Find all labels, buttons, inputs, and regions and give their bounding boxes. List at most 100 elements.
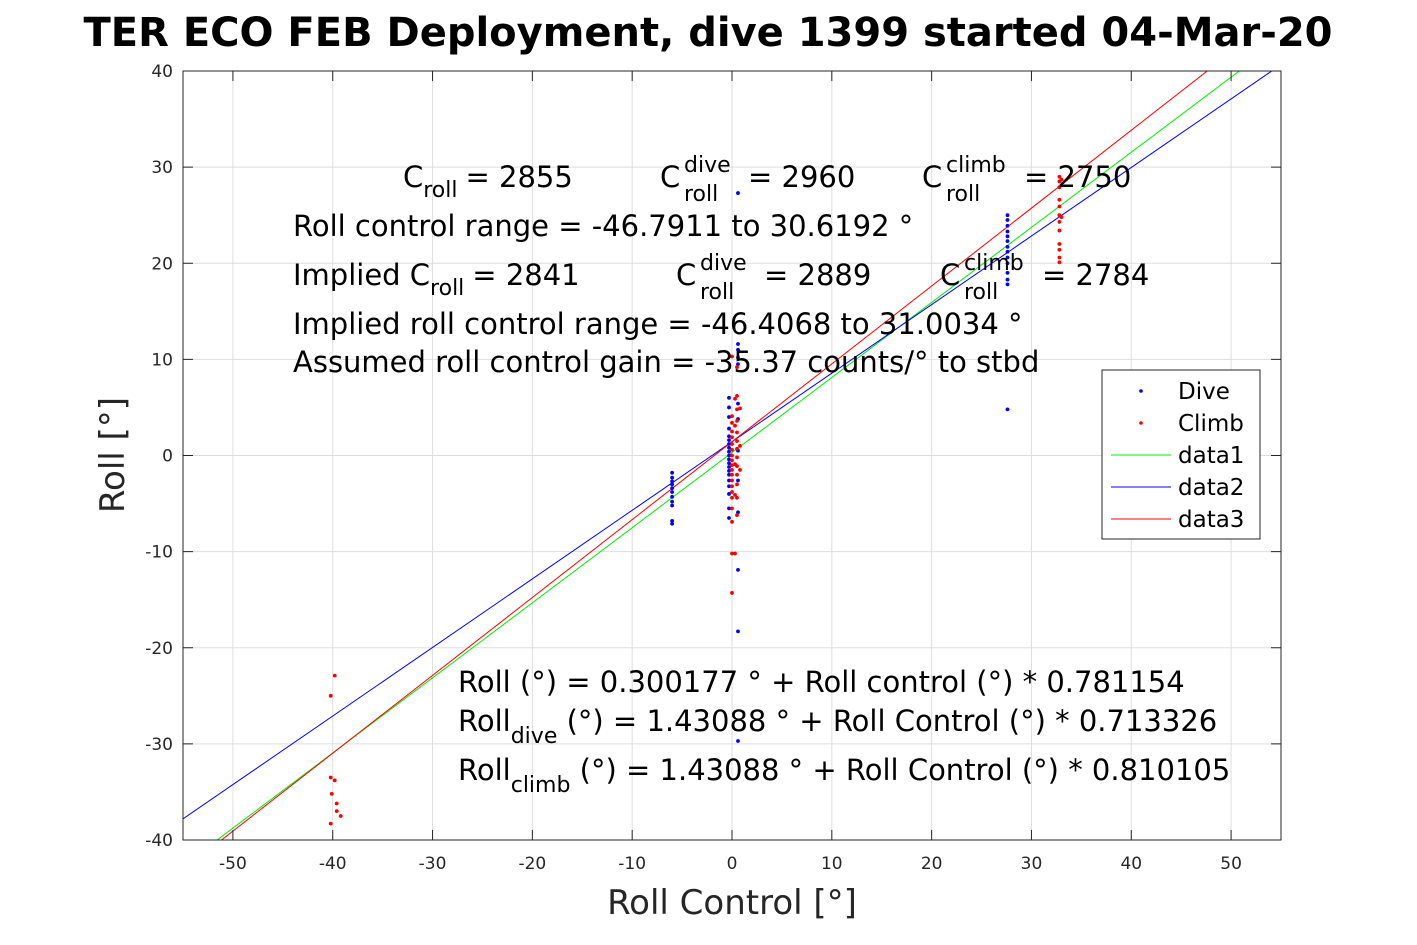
point-climb	[1057, 204, 1062, 209]
legend-label-data1: data1	[1178, 443, 1244, 469]
point-climb	[730, 472, 734, 477]
x-tick-label: -20	[518, 854, 546, 874]
point-climb	[735, 513, 739, 517]
point-dive	[727, 516, 731, 520]
point-dive	[736, 191, 740, 195]
point-climb	[1057, 174, 1062, 179]
point-dive	[727, 449, 731, 454]
annotation-c-dive-value: = 2960	[748, 160, 855, 194]
point-dive	[736, 739, 740, 743]
annotation-implied-c-dive-sup: dive	[700, 251, 747, 276]
point-dive	[736, 362, 740, 367]
point-climb	[735, 495, 739, 500]
point-climb	[730, 435, 734, 440]
y-tick-label: -10	[145, 543, 173, 563]
point-climb	[733, 423, 737, 428]
point-dive	[727, 506, 731, 511]
point-climb	[730, 495, 734, 500]
legend-label-dive: Dive	[1178, 379, 1230, 405]
axis-ticks: -50 -40 -30 -20 -10 0 10 20 30 40 50 -40 -30 -20 -10 0 1…	[145, 62, 1281, 874]
point-climb	[733, 551, 737, 556]
point-dive	[727, 415, 731, 419]
legend-label-data3: data3	[1178, 507, 1244, 533]
point-climb	[735, 472, 739, 477]
point-climb	[329, 791, 334, 796]
annotation-c-climb-sup: climb	[946, 153, 1006, 178]
point-climb	[735, 430, 739, 435]
point-climb	[733, 493, 737, 497]
annotation-roll-range: Roll control range = -46.7911 to 30.6192…	[293, 209, 913, 243]
point-dive	[670, 518, 675, 523]
point-dive	[727, 438, 731, 443]
point-climb	[328, 775, 333, 780]
point-dive	[736, 567, 740, 572]
point-dive	[1005, 407, 1010, 412]
point-dive	[727, 426, 731, 431]
point-climb	[334, 809, 339, 814]
point-dive	[727, 405, 731, 410]
x-tick-label: 40	[1120, 854, 1142, 874]
point-dive	[736, 629, 740, 634]
point-dive	[1005, 277, 1010, 282]
point-climb	[733, 396, 737, 401]
legend-label-climb: Climb	[1178, 411, 1244, 437]
point-dive	[736, 342, 740, 346]
point-climb	[1057, 242, 1062, 246]
annotation-implied-range: Implied roll control range = -46.4068 to…	[293, 307, 1023, 341]
point-climb	[328, 821, 333, 826]
point-dive	[670, 486, 675, 491]
point-climb	[328, 693, 333, 698]
point-climb	[730, 506, 734, 511]
point-dive	[727, 492, 731, 496]
point-dive	[670, 521, 675, 526]
point-climb	[1057, 247, 1062, 252]
annotation-implied-c-roll: Implied Croll = 2841	[293, 258, 580, 301]
point-climb	[733, 462, 737, 467]
point-dive	[670, 475, 675, 480]
point-climb	[738, 468, 742, 472]
y-tick-label: -20	[145, 639, 173, 659]
x-tick-label: 50	[1220, 854, 1242, 874]
point-dive	[736, 510, 740, 515]
point-dive	[1005, 218, 1010, 222]
point-dive	[727, 442, 731, 446]
y-tick-label: 20	[151, 254, 173, 274]
point-climb	[730, 591, 734, 595]
point-climb	[334, 801, 339, 806]
legend-marker-climb	[1139, 421, 1143, 425]
point-dive	[727, 484, 731, 489]
point-dive	[670, 482, 675, 487]
point-climb	[730, 447, 734, 452]
y-tick-label: -30	[145, 735, 173, 755]
point-dive	[736, 355, 740, 360]
point-climb	[735, 418, 739, 423]
point-climb	[332, 778, 337, 783]
fit-lines	[183, 71, 1273, 840]
chart-title: TER ECO FEB Deployment, dive 1399 starte…	[83, 10, 1332, 56]
point-dive	[670, 494, 675, 499]
annotation-implied-c-climb: C	[940, 258, 960, 292]
annotation-implied-c-dive: C	[676, 258, 696, 292]
point-climb	[730, 519, 734, 524]
point-climb	[735, 407, 739, 412]
point-dive	[736, 401, 740, 406]
annotation-implied-c-climb-sup: climb	[964, 251, 1024, 276]
point-dive	[736, 347, 740, 352]
annotation-equation-dive: Rolldive (°) = 1.43088 ° + Roll Control …	[458, 704, 1217, 749]
point-dive	[727, 461, 731, 466]
x-tick-label: 0	[727, 854, 738, 874]
legend-marker-dive	[1139, 389, 1143, 393]
x-tick-label: -10	[618, 854, 646, 874]
point-climb	[730, 490, 734, 494]
point-climb	[730, 551, 734, 556]
y-tick-label: 40	[151, 62, 173, 82]
x-tick-label: 10	[821, 854, 843, 874]
point-climb	[735, 455, 739, 460]
annotation-gain: Assumed roll control gain = -35.37 count…	[293, 345, 1039, 379]
point-dive	[727, 445, 731, 450]
point-climb	[735, 446, 739, 451]
point-dive	[736, 478, 740, 483]
point-dive	[1005, 270, 1010, 275]
annotation-equation-all: Roll (°) = 0.300177 ° + Roll control (°)…	[458, 665, 1185, 699]
